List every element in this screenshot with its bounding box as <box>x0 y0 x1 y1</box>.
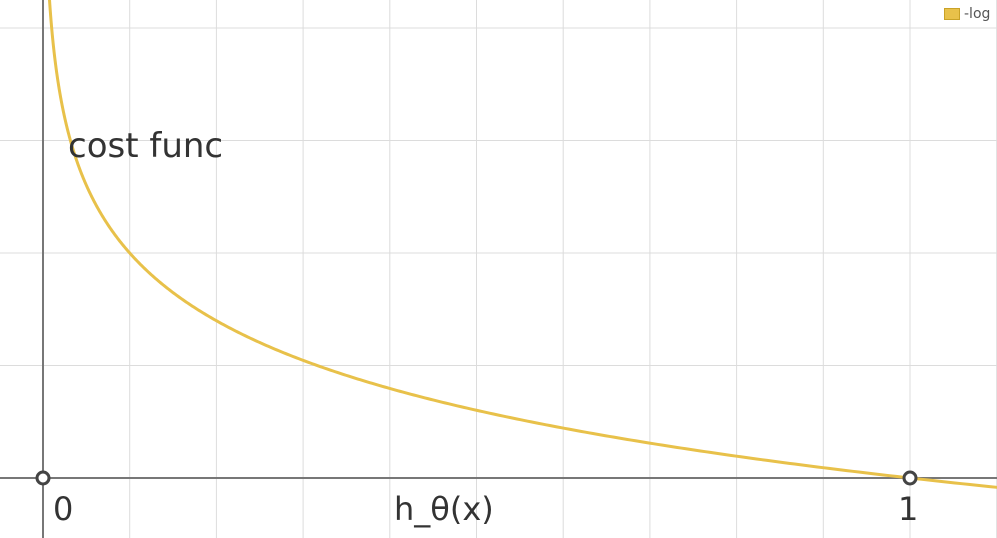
series-line-neg-log[interactable] <box>48 0 997 489</box>
legend-swatch <box>944 8 960 20</box>
legend-label: -log <box>964 6 991 22</box>
point-marker-1[interactable] <box>902 470 918 486</box>
x-axis-label: h_θ(x) <box>394 490 494 528</box>
tick-label-x-0: 0 <box>53 490 73 528</box>
annotation-cost-func: cost func <box>68 126 223 166</box>
legend[interactable]: -log <box>938 4 991 24</box>
point-markers[interactable] <box>35 470 918 486</box>
tick-label-x-1: 1 <box>898 490 918 528</box>
point-marker-0[interactable] <box>35 470 51 486</box>
